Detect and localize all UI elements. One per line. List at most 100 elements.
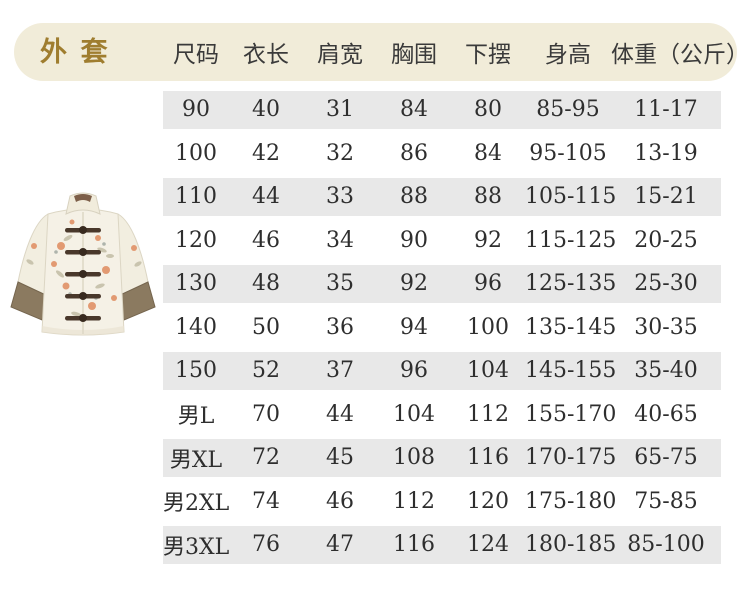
table-cell: 116 — [467, 445, 509, 471]
table-cell: 95-105 — [529, 140, 607, 166]
column-header-height: 身高 — [545, 41, 591, 67]
table-cell: 13-19 — [634, 140, 698, 166]
table-cell: 124 — [467, 532, 509, 558]
table-cell: 30-35 — [634, 314, 698, 340]
table-row: 120 46 34 90 92 115-125 20-25 — [163, 219, 721, 263]
table-cell: 52 — [252, 358, 280, 384]
table-cell: 130 — [175, 271, 217, 297]
table-cell: 44 — [326, 401, 354, 427]
table-cell: 145-155 — [525, 358, 617, 384]
table-cell: 男2XL — [163, 491, 230, 517]
table-cell: 31 — [326, 97, 354, 123]
table-cell: 85-100 — [627, 532, 705, 558]
table-cell: 46 — [252, 227, 280, 253]
table-cell: 47 — [326, 532, 354, 558]
table-cell: 92 — [474, 227, 502, 253]
table-row: 140 50 36 94 100 135-145 30-35 — [163, 306, 721, 350]
table-cell: 44 — [252, 184, 280, 210]
table-row: 110 44 33 88 88 105-115 15-21 — [163, 175, 721, 219]
table-cell: 116 — [393, 532, 435, 558]
product-category-title: 外 套 — [40, 37, 111, 67]
table-row: 男XL 72 45 108 116 170-175 65-75 — [163, 436, 721, 480]
table-cell: 150 — [175, 358, 217, 384]
table-cell: 20-25 — [634, 227, 698, 253]
column-header-shoulder: 肩宽 — [317, 41, 363, 67]
table-cell: 104 — [467, 358, 509, 384]
table-cell: 105-115 — [525, 184, 617, 210]
table-cell: 155-170 — [525, 401, 617, 427]
table-cell: 35 — [326, 271, 354, 297]
table-cell: 135-145 — [525, 314, 617, 340]
table-cell: 34 — [326, 227, 354, 253]
table-cell: 11-17 — [634, 97, 698, 123]
table-row: 150 52 37 96 104 145-155 35-40 — [163, 349, 721, 393]
column-header-chest: 胸围 — [391, 41, 437, 67]
column-header-size: 尺码 — [173, 41, 219, 67]
table-cell: 76 — [252, 532, 280, 558]
table-cell: 92 — [400, 271, 428, 297]
table-cell: 80 — [474, 97, 502, 123]
table-cell: 88 — [474, 184, 502, 210]
table-cell: 84 — [400, 97, 428, 123]
table-cell: 85-95 — [536, 97, 600, 123]
table-cell: 140 — [175, 314, 217, 340]
size-chart-table: 90 40 31 84 80 85-95 11-17 100 42 32 86 … — [163, 88, 721, 567]
column-header-row: 尺码 衣长 肩宽 胸围 下摆 身高 体重（公斤） — [163, 23, 749, 81]
table-cell: 男XL — [169, 447, 223, 473]
table-row: 男L 70 44 104 112 155-170 40-65 — [163, 393, 721, 437]
table-cell: 32 — [326, 140, 354, 166]
table-cell: 86 — [400, 140, 428, 166]
table-cell: 170-175 — [525, 445, 617, 471]
table-cell: 120 — [467, 488, 509, 514]
table-cell: 50 — [252, 314, 280, 340]
table-cell: 88 — [400, 184, 428, 210]
table-cell: 25-30 — [634, 271, 698, 297]
table-cell: 84 — [474, 140, 502, 166]
table-cell: 112 — [467, 401, 509, 427]
table-cell: 72 — [252, 445, 280, 471]
table-cell: 112 — [393, 488, 435, 514]
table-row: 男3XL 76 47 116 124 180-185 85-100 — [163, 523, 721, 567]
table-cell: 40-65 — [634, 401, 698, 427]
table-cell: 108 — [393, 445, 435, 471]
table-cell: 75-85 — [634, 488, 698, 514]
table-row: 130 48 35 92 96 125-135 25-30 — [163, 262, 721, 306]
table-cell: 96 — [400, 358, 428, 384]
table-cell: 90 — [400, 227, 428, 253]
table-cell: 125-135 — [525, 271, 617, 297]
table-cell: 48 — [252, 271, 280, 297]
table-row: 90 40 31 84 80 85-95 11-17 — [163, 88, 721, 132]
header-banner: 外 套 尺码 衣长 肩宽 胸围 下摆 身高 体重（公斤） — [14, 23, 749, 81]
table-row: 100 42 32 86 84 95-105 13-19 — [163, 132, 721, 176]
column-header-hem: 下摆 — [465, 41, 511, 67]
table-cell: 90 — [182, 97, 210, 123]
table-cell: 120 — [175, 227, 217, 253]
table-cell: 74 — [252, 488, 280, 514]
jacket-product-image — [10, 192, 156, 336]
table-cell: 110 — [175, 184, 217, 210]
table-cell: 40 — [252, 97, 280, 123]
table-cell: 45 — [326, 445, 354, 471]
table-cell: 男L — [177, 404, 215, 430]
table-cell: 94 — [400, 314, 428, 340]
table-cell: 175-180 — [525, 488, 617, 514]
table-cell: 37 — [326, 358, 354, 384]
table-cell: 104 — [393, 401, 435, 427]
table-cell: 180-185 — [525, 532, 617, 558]
table-cell: 100 — [175, 140, 217, 166]
table-cell: 35-40 — [634, 358, 698, 384]
table-cell: 115-125 — [525, 227, 617, 253]
table-cell: 65-75 — [634, 445, 698, 471]
table-cell: 男3XL — [163, 534, 230, 560]
table-cell: 33 — [326, 184, 354, 210]
table-cell: 42 — [252, 140, 280, 166]
table-cell: 96 — [474, 271, 502, 297]
table-cell: 15-21 — [634, 184, 698, 210]
table-cell: 36 — [326, 314, 354, 340]
table-row: 男2XL 74 46 112 120 175-180 75-85 — [163, 480, 721, 524]
table-cell: 70 — [252, 401, 280, 427]
column-header-length: 衣长 — [243, 41, 289, 67]
table-cell: 100 — [467, 314, 509, 340]
column-header-weight: 体重（公斤） — [611, 41, 749, 67]
